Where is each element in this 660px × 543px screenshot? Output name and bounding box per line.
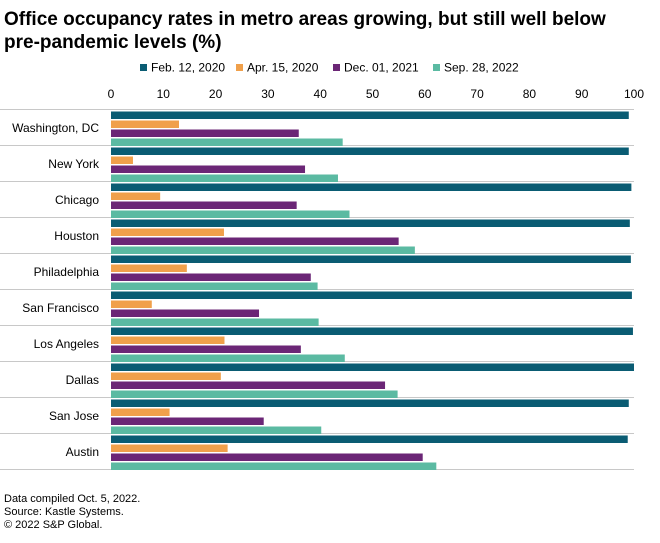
bar-philadelphia-sep-28-2022 (111, 282, 318, 290)
bar-los-angeles-feb-12-2020 (111, 327, 633, 335)
footer-copyright-note: © 2022 S&P Global. (4, 519, 103, 531)
chart-title: Office occupancy rates in metro areas gr… (4, 9, 606, 53)
x-tick-label-40: 40 (314, 87, 328, 101)
bar-houston-dec-01-2021 (111, 237, 399, 245)
footer-source-note: Source: Kastle Systems. (4, 506, 124, 518)
legend-swatch-dec-01-2021 (333, 64, 340, 71)
x-tick-label-0: 0 (108, 87, 115, 101)
bar-chicago-feb-12-2020 (111, 183, 632, 191)
x-tick-label-50: 50 (366, 87, 380, 101)
x-tick-label-10: 10 (157, 87, 171, 101)
bar-chicago-dec-01-2021 (111, 201, 297, 209)
category-label-chicago: Chicago (55, 193, 99, 207)
bar-washington-dc-dec-01-2021 (111, 129, 299, 137)
x-tick-label-20: 20 (209, 87, 223, 101)
category-label-san-jose: San Jose (49, 409, 99, 423)
bar-new-york-feb-12-2020 (111, 147, 629, 155)
category-label-dallas: Dallas (66, 373, 99, 387)
bar-san-jose-dec-01-2021 (111, 417, 264, 425)
bar-washington-dc-feb-12-2020 (111, 111, 629, 119)
x-tick-label-90: 90 (575, 87, 589, 101)
bar-dallas-feb-12-2020 (111, 363, 634, 371)
bar-san-francisco-apr-15-2020 (111, 300, 152, 308)
x-tick-label-30: 30 (261, 87, 275, 101)
category-label-houston: Houston (54, 229, 99, 243)
category-label-san-francisco: San Francisco (22, 301, 99, 315)
bar-houston-sep-28-2022 (111, 246, 415, 254)
bar-chicago-sep-28-2022 (111, 210, 350, 218)
bar-dallas-sep-28-2022 (111, 390, 398, 398)
category-label-austin: Austin (66, 445, 99, 459)
bar-san-jose-feb-12-2020 (111, 399, 629, 407)
bar-los-angeles-dec-01-2021 (111, 345, 301, 353)
bar-austin-feb-12-2020 (111, 435, 628, 443)
bar-philadelphia-dec-01-2021 (111, 273, 311, 281)
bar-new-york-sep-28-2022 (111, 174, 338, 182)
footer-compiled-note: Data compiled Oct. 5, 2022. (4, 493, 141, 505)
bar-austin-sep-28-2022 (111, 462, 437, 470)
category-label-new-york: New York (48, 157, 100, 171)
bar-washington-dc-apr-15-2020 (111, 120, 179, 128)
bar-dallas-dec-01-2021 (111, 381, 386, 389)
bar-san-francisco-dec-01-2021 (111, 309, 260, 317)
bar-chicago-apr-15-2020 (111, 192, 161, 200)
bar-austin-apr-15-2020 (111, 444, 228, 452)
legend: Feb. 12, 2020 Apr. 15, 2020 Dec. 01, 2021 S… (140, 61, 519, 75)
x-tick-label-70: 70 (470, 87, 484, 101)
bar-san-jose-apr-15-2020 (111, 408, 170, 416)
legend-label-feb-12-2020: Feb. 12, 2020 (151, 61, 225, 75)
bar-philadelphia-feb-12-2020 (111, 255, 631, 263)
bar-new-york-apr-15-2020 (111, 156, 133, 164)
legend-swatch-feb-12-2020 (140, 64, 147, 71)
bar-san-francisco-sep-28-2022 (111, 318, 319, 326)
x-tick-label-80: 80 (523, 87, 537, 101)
legend-label-dec-01-2021: Dec. 01, 2021 (344, 61, 419, 75)
bar-houston-apr-15-2020 (111, 228, 224, 236)
bar-san-francisco-feb-12-2020 (111, 291, 632, 299)
category-label-los-angeles: Los Angeles (34, 337, 99, 351)
bar-dallas-apr-15-2020 (111, 372, 221, 380)
bar-san-jose-sep-28-2022 (111, 426, 322, 434)
legend-swatch-apr-15-2020 (236, 64, 243, 71)
bar-los-angeles-apr-15-2020 (111, 336, 225, 344)
category-labels: Washington, DC New York Chicago Houston Phil… (12, 121, 100, 459)
bars (111, 111, 634, 470)
bar-philadelphia-apr-15-2020 (111, 264, 187, 272)
bar-houston-feb-12-2020 (111, 219, 630, 227)
bar-los-angeles-sep-28-2022 (111, 354, 345, 362)
bar-austin-dec-01-2021 (111, 453, 423, 461)
legend-swatch-sep-28-2022 (433, 64, 440, 71)
bar-new-york-dec-01-2021 (111, 165, 306, 173)
footer-notes: Data compiled Oct. 5, 2022. Source: Kast… (4, 493, 140, 532)
x-tick-label-60: 60 (418, 87, 432, 101)
legend-label-sep-28-2022: Sep. 28, 2022 (444, 61, 519, 75)
x-tick-label-100: 100 (624, 87, 644, 101)
bar-washington-dc-sep-28-2022 (111, 138, 343, 146)
legend-label-apr-15-2020: Apr. 15, 2020 (247, 61, 319, 75)
x-axis-tick-labels: 0 10 20 30 40 50 60 70 80 90 100 (108, 87, 645, 101)
category-label-washington-dc: Washington, DC (12, 121, 99, 135)
category-label-philadelphia: Philadelphia (34, 265, 100, 279)
